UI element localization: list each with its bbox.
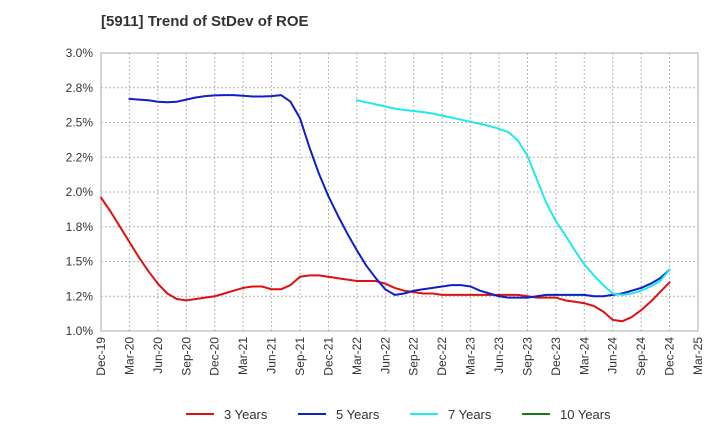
y-tick-label: 2.2% [66,150,94,164]
x-tick-label: Mar-24 [577,337,591,375]
legend-label-3-years: 3 Years [224,407,268,422]
x-tick-label: Sep-23 [520,337,534,376]
x-tick-label: Mar-20 [122,337,136,375]
y-tick-label: 2.0% [66,185,94,199]
x-tick-label: Dec-23 [549,337,563,376]
x-tick-label: Sep-21 [293,337,307,376]
y-tick-label: 2.5% [66,116,94,130]
series-line-3-years [100,196,671,323]
y-axis-ticks: 1.0% 1.2% 1.5% 1.8% 2.0% 2.2% 2.5% 2.8% 3.0% [66,46,94,338]
x-tick-label: Jun-20 [151,337,165,374]
x-tick-label: Mar-25 [691,337,705,375]
x-tick-label: Dec-22 [435,337,449,376]
x-tick-label: Jun-23 [492,337,506,374]
x-tick-label: Sep-24 [634,337,648,376]
x-tick-label: Sep-20 [179,337,193,376]
x-tick-label: Dec-24 [663,337,677,376]
chart-title: [5911] Trend of StDev of ROE [101,13,309,30]
x-tick-label: Sep-22 [407,337,421,376]
y-tick-label: 1.0% [66,324,94,338]
y-tick-label: 3.0% [66,46,94,60]
legend-label-10-years: 10 Years [560,407,611,422]
series-lines [100,94,671,323]
x-tick-label: Dec-20 [208,337,222,376]
legend-label-7-years: 7 Years [448,407,492,422]
x-tick-label: Dec-19 [94,337,108,376]
x-tick-label: Dec-21 [321,337,335,376]
x-tick-label: Mar-23 [464,337,478,375]
x-tick-label: Mar-22 [350,337,364,375]
y-tick-label: 1.8% [66,220,94,234]
y-tick-label: 1.2% [66,289,94,303]
x-tick-label: Mar-21 [236,337,250,375]
legend-label-5-years: 5 Years [336,407,380,422]
series-line-5-years [128,94,671,299]
legend: 3 Years 5 Years 7 Years 10 Years [186,407,611,422]
y-tick-label: 2.8% [66,81,94,95]
x-axis-ticks: Dec-19 Mar-20 Jun-20 Sep-20 Dec-20 Mar-21 Jun-… [94,337,705,376]
x-tick-label: Jun-21 [265,337,279,374]
y-tick-label: 1.5% [66,255,94,269]
series-line-7-years [355,99,671,296]
x-tick-label: Jun-24 [606,337,620,374]
x-tick-label: Jun-22 [378,337,392,374]
